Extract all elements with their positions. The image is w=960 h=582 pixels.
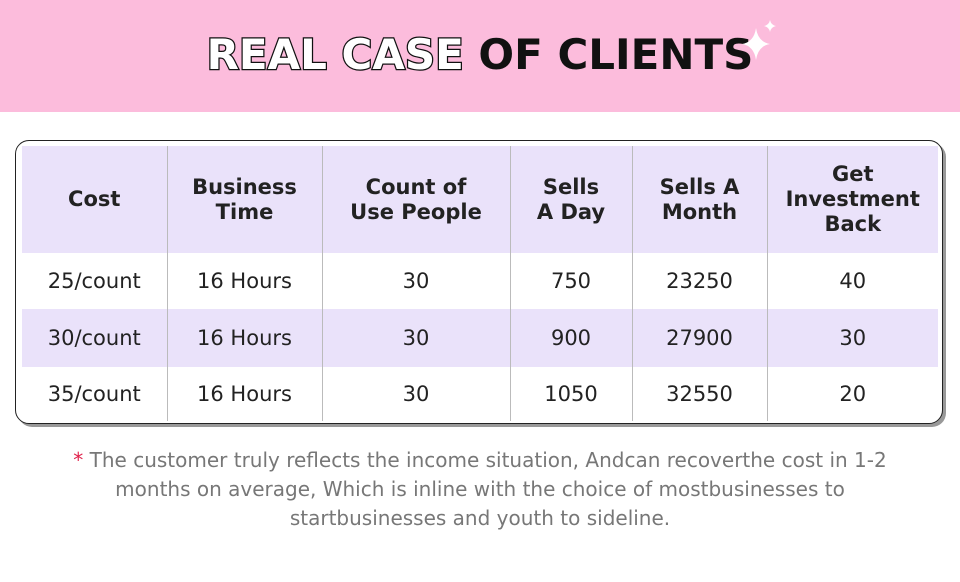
table-cell: 750 [509, 253, 632, 309]
title-outlined: REAL CASE [205, 29, 465, 81]
column-header: Get Investment Back [766, 146, 938, 253]
data-table: Cost Business Time Count of Use People Sell… [22, 146, 938, 421]
table-cell: 1050 [509, 367, 632, 421]
table-cell: 30 [321, 253, 510, 309]
table-cell: 30 [766, 309, 938, 367]
note-text: The customer truly reflects the income s… [89, 448, 887, 530]
table-card: Cost Business Time Count of Use People Sell… [15, 140, 943, 424]
table-cell: 20 [766, 367, 938, 421]
table-cell: 23250 [631, 253, 767, 309]
column-header: Sells A Day [509, 146, 632, 253]
table-cell: 900 [509, 309, 632, 367]
table-cell: 35/count [47, 382, 141, 406]
title: REAL CASE OF CLIENTS [0, 29, 960, 81]
table-cell: 32550 [631, 367, 767, 421]
footnote: * The customer truly reflects the income… [70, 446, 890, 533]
note-marker: * [73, 448, 84, 472]
column-header: Count of Use People [321, 146, 510, 253]
column-header: Cost [22, 146, 167, 253]
table-row: 35/count 16 Hours 30 1050 32550 20 [22, 367, 938, 421]
header-band [0, 0, 960, 112]
header-row: Cost Business Time Count of Use People Sell… [22, 146, 938, 253]
table-cell: 40 [766, 253, 938, 309]
table-cell: 16 Hours [166, 367, 322, 421]
column-header: Sells A Month [631, 146, 767, 253]
table-cell: 30 [321, 367, 510, 421]
table-cell: 16 Hours [166, 309, 322, 367]
title-plain: OF CLIENTS [478, 30, 754, 79]
table-cell: 16 Hours [166, 253, 322, 309]
table-cell: 30 [321, 309, 510, 367]
table-cell: 30/count [22, 309, 167, 367]
table-cell: 27900 [631, 309, 767, 367]
sparkle [742, 20, 776, 60]
column-header: Business Time [166, 146, 322, 253]
table-row: 25/count 16 Hours 30 750 23250 40 [22, 253, 938, 309]
table-cell: 25/count [47, 269, 141, 293]
table-row: 30/count 16 Hours 30 900 27900 30 [22, 309, 938, 367]
